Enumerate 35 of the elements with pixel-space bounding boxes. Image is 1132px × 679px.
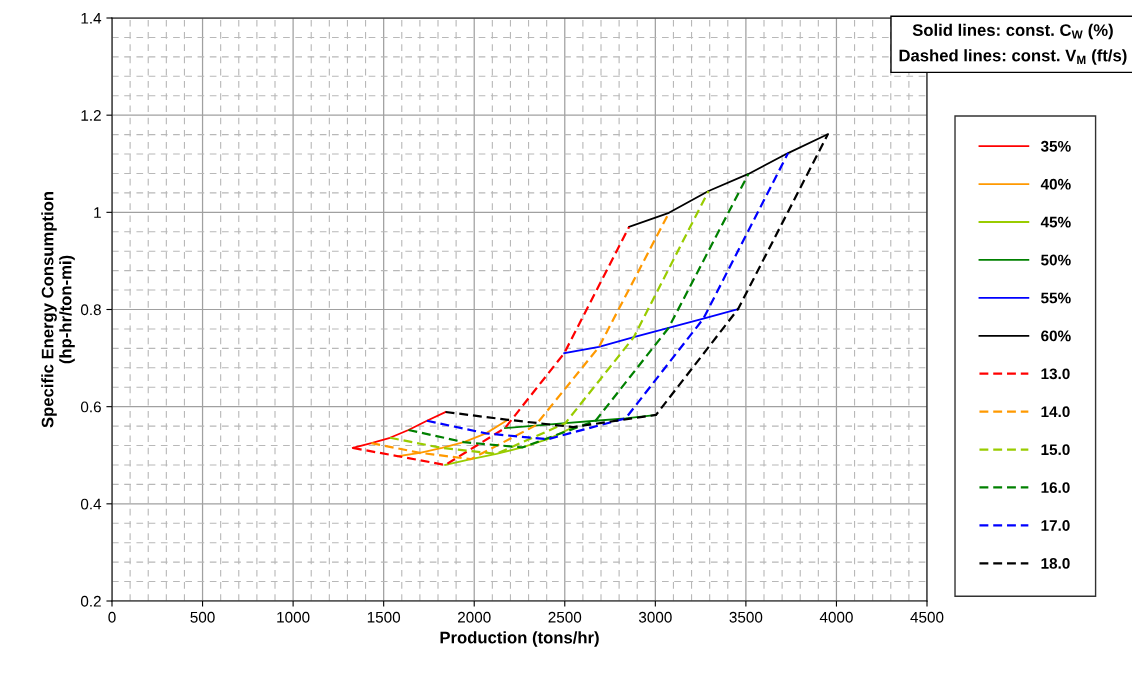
x-tick-label: 3000	[638, 611, 672, 623]
y-axis-title: Specific Energy Consumption (hp-hr/ton-mi)	[41, 191, 75, 428]
y-tick-label: 1	[94, 207, 101, 218]
legend-label: 35%	[1040, 140, 1071, 152]
legend-label: 17.0	[1041, 520, 1070, 531]
legend-label: 55%	[1041, 292, 1071, 304]
y-tick-label: 1.2	[81, 110, 101, 121]
annotation: Solid lines: const. C$_{W}$ (%) Dashed lines: const. V$_{M}$ (ft/s)	[899, 23, 1127, 65]
x-tick-label: 1500	[367, 611, 401, 623]
legend-label: 40%	[1040, 178, 1071, 190]
legend-label: 16.0	[1041, 482, 1070, 493]
legend-label: 50%	[1041, 254, 1071, 266]
x-tick-label: 4500	[910, 611, 944, 623]
y-tick-label: 0.8	[80, 304, 101, 316]
legend-label: 15.0	[1041, 444, 1070, 456]
line-series	[425, 151, 790, 441]
x-tick-label: 1000	[277, 611, 310, 623]
x-axis-title: Production (tons/hr)	[440, 631, 599, 647]
x-tick-label: 0	[108, 611, 116, 623]
legend-label: 45%	[1040, 216, 1071, 228]
x-tick-label: 3500	[729, 611, 763, 623]
line-series	[397, 418, 509, 458]
y-tick-label: 0.6	[80, 401, 101, 413]
x-tick-label: 4000	[819, 611, 853, 623]
line-series	[407, 172, 750, 449]
x-tick-label: 2500	[548, 611, 582, 623]
y-tick-label: 1.4	[81, 13, 102, 24]
legend-label: 60%	[1041, 330, 1071, 342]
legend-label: 13.0	[1041, 368, 1070, 380]
x-tick-label: 500	[190, 611, 215, 623]
y-tick-label: 0.2	[80, 595, 101, 607]
legend-label: 14.0	[1041, 406, 1070, 418]
x-tick-label: 2000	[458, 611, 491, 623]
y-tick-label: 0.4	[80, 498, 102, 510]
legend-label: 18.0	[1041, 558, 1070, 569]
